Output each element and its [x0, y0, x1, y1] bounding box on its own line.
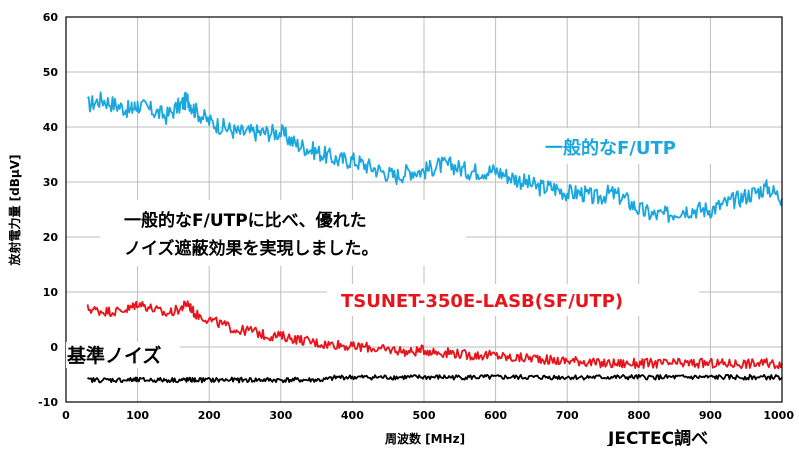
futp-series-label: 一般的なF/UTP — [545, 137, 676, 159]
y-tick-label: 40 — [43, 121, 59, 134]
x-axis-title: 周波数 [MHz] — [385, 431, 465, 446]
noise-series-label: 基準ノイズ — [66, 344, 161, 367]
y-axis-title: 放射電力量 [dBμV] — [7, 154, 22, 266]
source-note: JECTEC調べ — [607, 428, 708, 446]
series-line-0 — [86, 91, 783, 224]
y-tick-label: 30 — [43, 176, 59, 189]
x-tick-label: 200 — [198, 409, 221, 422]
x-tick-label: 900 — [699, 409, 722, 422]
message-line-1: 一般的なF/UTPに比べ、優れた — [124, 210, 367, 231]
message-line-2: ノイズ遮蔽効果を実現しました。 — [124, 238, 379, 259]
series-line-1 — [86, 300, 783, 370]
futp-label-bg — [528, 128, 724, 164]
series-layer — [86, 91, 783, 384]
series-line-2 — [87, 373, 783, 384]
y-tick-label: -10 — [38, 396, 58, 409]
x-tick-label: 100 — [126, 409, 149, 422]
plot-frame — [65, 16, 783, 403]
y-tick-label: 0 — [50, 341, 58, 354]
x-tick-label: 800 — [627, 409, 650, 422]
x-tick-label: 1000 — [763, 409, 794, 422]
tsunet-label-bg — [327, 284, 699, 316]
x-tick-label: 300 — [269, 409, 292, 422]
plot-border — [65, 16, 783, 403]
x-tick-label: 700 — [556, 409, 579, 422]
y-tick-label: 10 — [43, 286, 59, 299]
tsunet-series-label: TSUNET-350E-LASB(SF/UTP) — [341, 291, 623, 312]
y-tick-label: 60 — [43, 11, 59, 24]
y-tick-label: 20 — [43, 231, 59, 244]
x-tick-label: 600 — [484, 409, 507, 422]
x-tick-label: 500 — [413, 409, 436, 422]
x-tick-label: 400 — [341, 409, 364, 422]
y-tick-label: 50 — [43, 66, 59, 79]
noise-label-bg — [66, 342, 180, 368]
message-box — [100, 200, 466, 266]
x-tick-label: 0 — [62, 409, 70, 422]
